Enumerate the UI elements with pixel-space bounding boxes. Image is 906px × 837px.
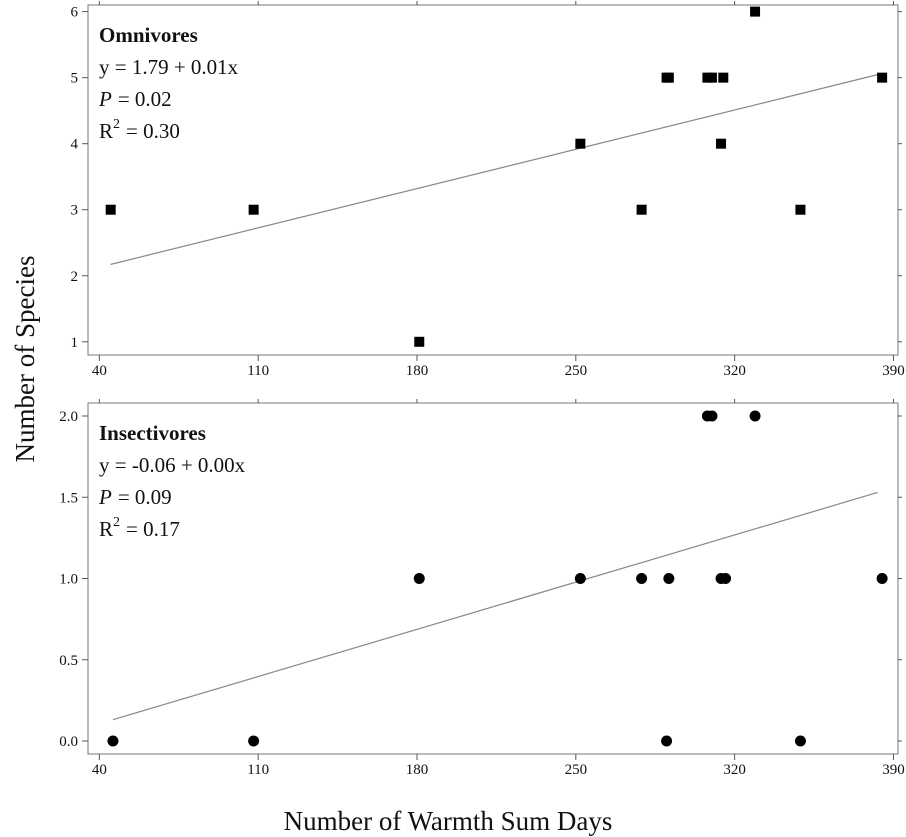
- x-tick-label: 180: [406, 363, 429, 379]
- r-squared-value: = 0.30: [126, 119, 180, 143]
- x-axis-label: Number of Warmth Sum Days: [284, 806, 613, 836]
- y-tick-label: 1.5: [59, 490, 78, 506]
- data-point: [706, 72, 717, 83]
- x-tick-label: 40: [92, 363, 107, 379]
- data-point: [248, 735, 260, 747]
- data-point: [706, 410, 718, 422]
- x-tick-label: 250: [565, 762, 588, 778]
- data-point: [636, 204, 647, 215]
- data-point: [795, 204, 806, 215]
- r-squared-value: = 0.17: [126, 517, 180, 541]
- x-tick-label: 110: [247, 363, 269, 379]
- x-tick-label: 390: [882, 363, 905, 379]
- data-point: [413, 573, 425, 584]
- omnivores-p-value: P = 0.02: [98, 87, 172, 111]
- data-point: [663, 573, 675, 584]
- p-symbol: P: [98, 485, 112, 509]
- r-superscript: 2: [113, 117, 120, 132]
- y-tick-label: 2: [71, 269, 79, 285]
- data-point: [720, 573, 732, 584]
- y-tick-label: 0.5: [59, 653, 78, 669]
- y-axis-label: Number of Species: [10, 256, 40, 463]
- x-tick-label: 390: [882, 762, 905, 778]
- data-point: [663, 72, 674, 83]
- omnivores-panel: 40 110 180 250 320 390 1 2 3 4 5 6 Omnivores y = 1.79…: [71, 1, 905, 379]
- y-tick-label: 4: [71, 137, 79, 153]
- data-point: [574, 573, 586, 584]
- x-tick-label: 250: [565, 363, 588, 379]
- data-point: [575, 138, 586, 149]
- r-superscript: 2: [113, 515, 120, 530]
- y-tick-label: 2.0: [59, 409, 78, 425]
- insectivores-equation: y = -0.06 + 0.00x: [99, 453, 246, 477]
- x-tick-label: 320: [723, 762, 746, 778]
- x-tick-label: 180: [406, 762, 429, 778]
- data-point: [414, 336, 425, 347]
- omnivores-regression-line: [110, 72, 883, 265]
- data-point: [877, 72, 888, 83]
- insectivores-panel-title: Insectivores: [99, 421, 206, 445]
- y-tick-label: 3: [71, 203, 79, 219]
- x-tick-label: 40: [92, 762, 107, 778]
- y-tick-label: 1.0: [59, 572, 78, 588]
- data-point: [107, 735, 119, 747]
- omnivores-panel-title: Omnivores: [99, 23, 198, 47]
- p-value-text: = 0.09: [118, 485, 172, 509]
- y-axis-label-background: [3, 225, 43, 493]
- data-point: [749, 410, 761, 422]
- data-point: [248, 204, 259, 215]
- data-point: [636, 573, 648, 584]
- r-symbol: R: [99, 517, 113, 541]
- r-symbol: R: [99, 119, 113, 143]
- insectivores-regression-line: [112, 491, 878, 721]
- data-point: [750, 6, 761, 17]
- data-point: [876, 573, 888, 584]
- y-tick-label: 5: [71, 71, 79, 87]
- omnivores-r-squared: R2 = 0.30: [99, 117, 180, 143]
- p-symbol: P: [98, 87, 112, 111]
- data-point: [718, 72, 729, 83]
- y-tick-label: 1: [71, 335, 79, 351]
- insectivores-p-value: P = 0.09: [98, 485, 172, 509]
- data-point: [661, 735, 673, 747]
- insectivores-r-squared: R2 = 0.17: [99, 515, 180, 541]
- x-tick-label: 320: [723, 363, 746, 379]
- data-point: [716, 138, 727, 149]
- insectivores-panel: 40 110 180 250 320 390 0.0 0.5 1.0 1.5 2.0 Insectiv…: [59, 399, 905, 778]
- data-point: [105, 204, 116, 215]
- omnivores-plot-frame: [87, 4, 899, 356]
- x-tick-label: 110: [247, 762, 269, 778]
- p-value-text: = 0.02: [118, 87, 172, 111]
- y-tick-label: 6: [71, 5, 79, 21]
- data-point: [794, 735, 806, 747]
- y-tick-label: 0.0: [59, 734, 78, 750]
- omnivores-equation: y = 1.79 + 0.01x: [99, 55, 239, 79]
